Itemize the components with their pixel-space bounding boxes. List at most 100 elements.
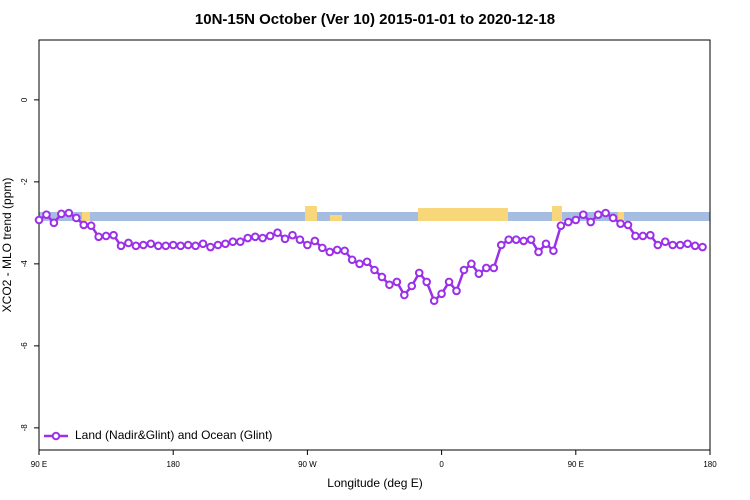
- data-point: [444, 277, 454, 287]
- series-line: [38, 211, 703, 303]
- data-point: [34, 215, 44, 225]
- data-point: [526, 235, 536, 244]
- data-point: [168, 240, 178, 250]
- data-point: [71, 213, 81, 223]
- data-point: [616, 219, 625, 228]
- data-point: [653, 240, 663, 250]
- data-point: [414, 268, 424, 278]
- data-point: [153, 241, 163, 251]
- plot-frame: [38, 39, 711, 451]
- data-point: [489, 263, 499, 273]
- y-tick-label: -2: [20, 178, 29, 186]
- data-point: [280, 234, 290, 244]
- data-point: [124, 238, 133, 248]
- chart-title: 10N-15N October (Ver 10) 2015-01-01 to 2…: [195, 11, 555, 28]
- data-point: [325, 247, 335, 257]
- data-point: [474, 269, 484, 279]
- land-band: [618, 212, 624, 221]
- data-point: [377, 272, 387, 282]
- data-point: [139, 240, 148, 250]
- data-point: [116, 241, 126, 251]
- y-axis-label: XCO2 - MLO trend (ppm): [0, 178, 14, 313]
- data-point: [101, 231, 111, 241]
- land-band: [330, 215, 342, 221]
- data-point: [683, 239, 692, 249]
- data-point: [511, 235, 521, 244]
- x-tick-label: 180: [703, 460, 717, 469]
- x-tick-label: 90 E: [568, 460, 584, 469]
- data-point: [534, 247, 543, 257]
- x-axis-label: Longitude (deg E): [327, 476, 422, 490]
- data-point: [496, 240, 506, 250]
- y-tick-label: -6: [20, 342, 29, 350]
- data-point: [519, 236, 528, 246]
- data-point: [571, 215, 581, 225]
- data-point: [109, 230, 118, 240]
- data-point: [668, 240, 678, 250]
- data-point: [303, 240, 312, 250]
- data-point: [400, 290, 409, 300]
- data-point: [362, 257, 372, 267]
- data-point: [42, 210, 51, 219]
- data-point: [467, 259, 476, 269]
- data-point: [221, 239, 230, 249]
- data-point: [675, 240, 685, 250]
- data-point: [608, 213, 618, 223]
- data-point: [176, 241, 185, 251]
- data-point: [355, 259, 364, 269]
- land-band: [552, 206, 562, 221]
- data-point: [310, 236, 320, 246]
- data-point: [437, 289, 446, 299]
- data-point: [236, 237, 245, 247]
- data-point: [578, 210, 588, 219]
- ocean-band: [39, 212, 710, 221]
- data-point: [370, 265, 379, 275]
- data-point: [392, 277, 402, 287]
- data-point: [183, 240, 193, 250]
- x-tick-label: 90 E: [31, 460, 47, 469]
- data-point: [86, 221, 96, 231]
- legend-marker: [51, 431, 61, 441]
- data-point: [593, 210, 603, 219]
- data-point: [385, 280, 394, 290]
- data-point: [250, 232, 260, 242]
- data-point: [146, 239, 156, 249]
- data-point: [318, 243, 327, 253]
- data-point: [407, 281, 417, 291]
- data-point: [504, 235, 514, 244]
- data-point: [49, 218, 59, 228]
- data-point: [690, 241, 700, 251]
- data-point: [452, 286, 461, 296]
- x-tick-label: 90 W: [298, 460, 317, 469]
- data-point: [623, 220, 633, 230]
- land-ocean-band: [39, 206, 710, 221]
- data-point: [213, 240, 223, 250]
- data-point: [243, 233, 253, 243]
- data-point: [228, 237, 238, 247]
- data-point: [273, 228, 282, 237]
- data-point: [601, 208, 610, 218]
- y-tick-label: 0: [20, 97, 29, 102]
- data-point: [94, 232, 103, 242]
- data-point: [422, 277, 431, 287]
- data-point: [586, 217, 596, 227]
- x-tick-label: 180: [167, 460, 181, 469]
- y-tick-label: -8: [20, 424, 29, 432]
- data-point: [332, 245, 342, 255]
- data-point: [429, 296, 439, 306]
- data-point: [482, 263, 491, 273]
- data-point: [161, 241, 171, 251]
- data-point: [549, 246, 558, 256]
- data-point: [79, 220, 89, 230]
- data-point: [698, 242, 707, 252]
- data-point: [258, 233, 267, 243]
- data-point: [64, 208, 74, 218]
- data-point: [265, 231, 275, 241]
- data-point: [295, 235, 305, 244]
- data-point: [646, 230, 655, 240]
- land-band: [82, 212, 90, 221]
- data-point: [459, 265, 469, 275]
- data-point: [541, 239, 551, 249]
- data-point: [347, 255, 357, 265]
